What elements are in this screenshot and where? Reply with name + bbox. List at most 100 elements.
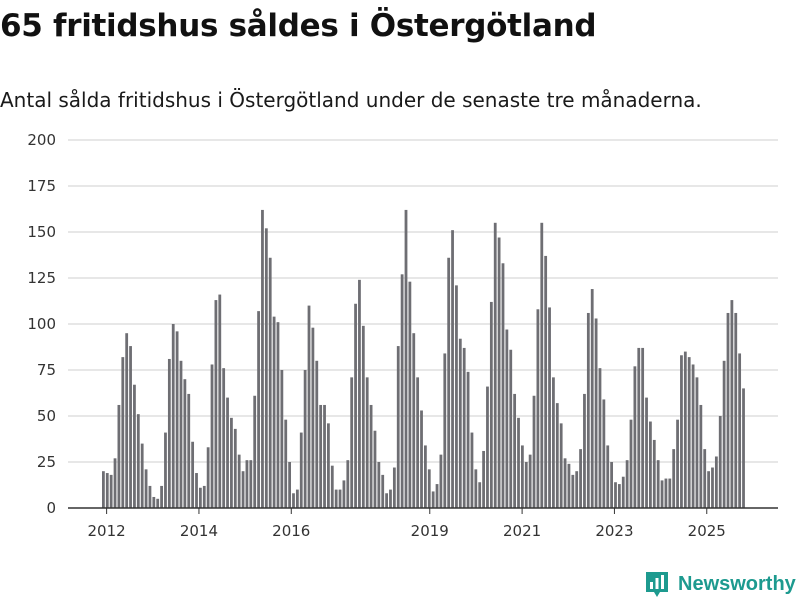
bar [532, 395, 536, 508]
bar [458, 338, 462, 508]
bar [164, 432, 167, 508]
bar [288, 462, 292, 508]
bar [482, 450, 485, 508]
bar [730, 300, 734, 508]
bar [113, 458, 117, 508]
bar [571, 474, 575, 508]
bar [435, 484, 439, 508]
bar [280, 370, 284, 508]
bar [284, 419, 288, 508]
bar [230, 417, 233, 508]
bar [470, 432, 474, 508]
bar [210, 364, 214, 508]
bar [241, 471, 245, 508]
bar [579, 449, 582, 508]
bar [734, 312, 738, 508]
bar [513, 393, 517, 508]
bar [524, 462, 528, 508]
bar [590, 289, 594, 508]
x-tick-label: 2012 [88, 522, 126, 540]
bar [129, 346, 132, 508]
bar [676, 419, 679, 508]
bar [540, 222, 544, 509]
bar [218, 294, 222, 508]
bar [105, 473, 109, 508]
bar [738, 353, 742, 508]
bar [439, 454, 443, 508]
bar [645, 397, 648, 508]
bar [354, 303, 357, 508]
bar [245, 460, 249, 508]
bar [687, 357, 691, 508]
bars [102, 209, 745, 509]
y-tick-label: 200 [27, 131, 56, 149]
y-axis-ticks: 0 25 50 75 100 125 150 175 200 [27, 131, 56, 517]
chart-subtitle: Antal sålda fritidshus i Östergötland un… [0, 88, 702, 112]
bar [509, 349, 513, 508]
y-tick-label: 25 [37, 453, 56, 471]
bar [520, 445, 524, 508]
bar [408, 281, 412, 508]
bar [598, 368, 602, 508]
newsworthy-brand[interactable]: Newsworthy [644, 568, 796, 600]
brand-name: Newsworthy [678, 572, 796, 595]
bar [358, 279, 361, 508]
y-tick-label: 100 [27, 315, 56, 333]
bar [365, 377, 369, 508]
bar [427, 469, 431, 508]
bar [327, 423, 330, 508]
bar [528, 454, 532, 508]
bar [493, 222, 497, 509]
bar [486, 386, 489, 508]
y-tick-label: 150 [27, 223, 56, 241]
bar [350, 377, 354, 508]
bar [183, 379, 187, 508]
bar [680, 355, 683, 508]
x-tick-label: 2021 [503, 522, 541, 540]
x-tick-label: 2025 [688, 522, 726, 540]
bar [621, 476, 625, 508]
bar [602, 399, 606, 508]
bar [544, 255, 548, 508]
bar [660, 480, 664, 508]
bar [707, 471, 710, 508]
bar [307, 305, 311, 508]
newsworthy-logo-icon [646, 572, 668, 597]
bar [226, 397, 229, 508]
bar [311, 327, 315, 508]
bar [319, 404, 323, 508]
bar [191, 441, 195, 508]
bar [555, 403, 559, 508]
bar [237, 454, 241, 508]
bar [323, 404, 326, 508]
bar [548, 307, 551, 508]
bar [652, 439, 656, 508]
bar [722, 360, 726, 508]
bar [424, 445, 427, 508]
y-tick-label: 175 [27, 177, 56, 195]
bar [497, 237, 501, 508]
data-labels: 65 [740, 0, 763, 6]
highlight-value-label: 65 [742, 0, 761, 4]
bar [330, 465, 334, 508]
bar [109, 474, 113, 508]
bar [614, 482, 617, 508]
grid-lines [68, 139, 778, 463]
bar [373, 430, 377, 508]
bar [249, 460, 253, 508]
x-axis-ticks: 2012 2014 2016 2019 2021 2023 2025 [88, 508, 726, 540]
y-tick-label: 0 [46, 499, 56, 517]
bar [462, 347, 466, 508]
bar [400, 274, 404, 508]
bar [501, 263, 505, 508]
bar [292, 493, 295, 508]
bar [664, 478, 668, 508]
bar [121, 357, 125, 508]
bar [451, 230, 454, 508]
bar [160, 485, 163, 508]
bar [144, 469, 148, 508]
bar [171, 324, 175, 508]
bar [610, 462, 614, 508]
bar [392, 467, 396, 508]
